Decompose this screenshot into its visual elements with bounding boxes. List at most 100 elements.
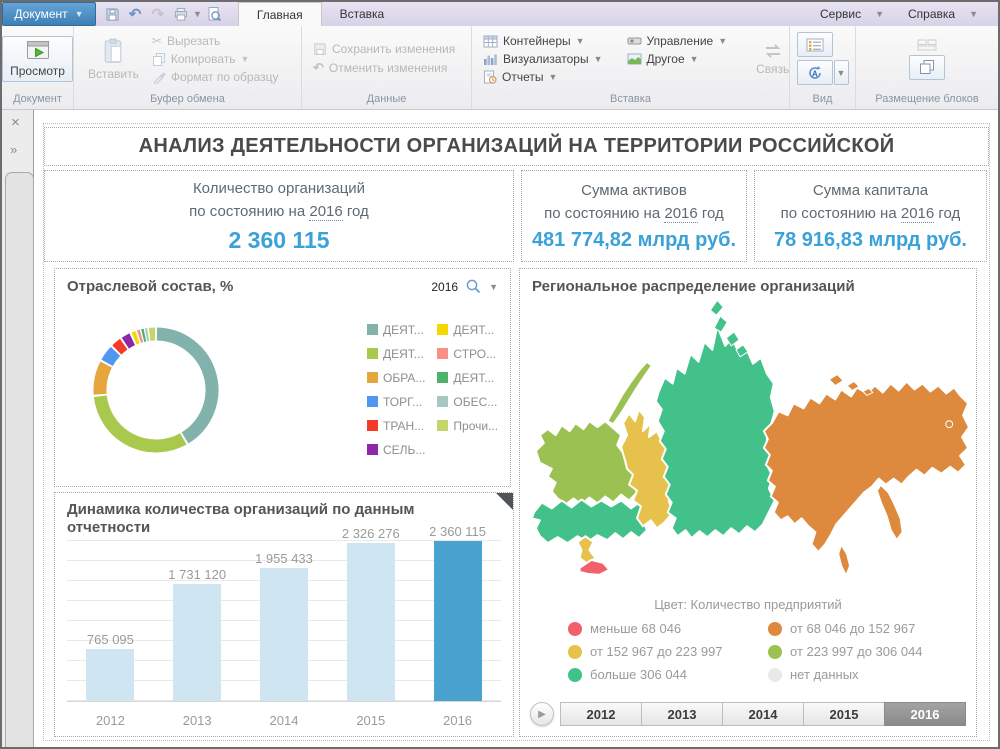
- timeline-year-2014[interactable]: 2014: [722, 702, 804, 726]
- tab-glavnaya[interactable]: Главная: [237, 2, 322, 26]
- kpi-card-assets-sum[interactable]: Сумма активов по состоянию на 2016 год 4…: [521, 170, 747, 262]
- bar-column[interactable]: 2 326 276: [340, 526, 402, 701]
- map-region-sakhalin[interactable]: [837, 543, 852, 577]
- containers-label: Контейнеры: [503, 34, 571, 48]
- timeline-year-2013[interactable]: 2013: [641, 702, 723, 726]
- save-changes-label: Сохранить изменения: [332, 42, 456, 56]
- donut-legend-item[interactable]: ДЕЯТ...: [437, 369, 498, 386]
- collapsed-panel-tab[interactable]: [5, 172, 34, 747]
- bar[interactable]: [433, 541, 482, 701]
- dynamics-panel: Динамика количества организаций по данны…: [54, 492, 514, 737]
- donut-legend-item[interactable]: ДЕЯТ...: [367, 345, 425, 362]
- map-region-north-caucasus[interactable]: [578, 558, 611, 576]
- timeline-year-2012[interactable]: 2012: [560, 702, 642, 726]
- donut-legend-item[interactable]: СТРО...: [437, 345, 498, 362]
- donut-legend-item[interactable]: ТРАН...: [367, 417, 425, 434]
- donut-legend-item[interactable]: ОБЕС...: [437, 393, 498, 410]
- copy-icon: [152, 53, 165, 66]
- paste-button[interactable]: Вставить: [80, 34, 147, 85]
- map-legend: меньше 68 046 от 68 046 до 152 967 от 152 …: [568, 621, 958, 682]
- play-button[interactable]: ▶: [530, 702, 554, 726]
- expand-panel-icon[interactable]: »: [10, 142, 18, 157]
- copy-button[interactable]: Копировать ▼: [152, 52, 279, 66]
- donut-segment[interactable]: [93, 395, 187, 453]
- kpi-card-organization-count[interactable]: Количество организаций по состоянию на 2…: [44, 170, 514, 262]
- donut-legend-item[interactable]: ТОРГ...: [367, 393, 425, 410]
- kpi-card-capital-sum[interactable]: Сумма капитала по состоянию на 2016 год …: [754, 170, 987, 262]
- bar[interactable]: [86, 649, 135, 701]
- donut-segment[interactable]: [156, 327, 219, 444]
- donut-segment[interactable]: [137, 329, 144, 343]
- print-dropdown-caret[interactable]: ▼: [193, 9, 202, 19]
- bar-column[interactable]: 2 360 115: [427, 524, 489, 701]
- document-menu-button[interactable]: Документ ▼: [2, 2, 96, 26]
- close-icon[interactable]: ×: [11, 114, 20, 131]
- year-filter-value[interactable]: 2016: [431, 279, 459, 294]
- bar-column[interactable]: 1 731 120: [166, 567, 228, 701]
- kpi-year-link[interactable]: 2016: [309, 203, 343, 221]
- other-button[interactable]: Другое ▼: [627, 52, 728, 66]
- structure-view-button[interactable]: [796, 32, 833, 57]
- chevron-down-icon[interactable]: ▼: [489, 281, 498, 292]
- timeline-years: 2012 2013 2014 2015 2016: [560, 702, 966, 726]
- save-button[interactable]: [101, 4, 123, 24]
- cascade-blocks-button[interactable]: [909, 54, 945, 80]
- save-changes-button[interactable]: Сохранить изменения: [313, 42, 455, 56]
- bar-column[interactable]: 765 095: [79, 632, 141, 701]
- panel-corner-fold[interactable]: [496, 493, 513, 510]
- map-arctic-islands[interactable]: [709, 299, 749, 358]
- donut-legend-item[interactable]: СЕЛЬ...: [367, 441, 425, 458]
- map-region-novaya-zemlya[interactable]: [606, 360, 653, 426]
- timeline-year-2016[interactable]: 2016: [884, 702, 966, 726]
- visualizers-button[interactable]: Визуализаторы ▼: [483, 52, 603, 66]
- containers-button[interactable]: Контейнеры ▼: [483, 34, 603, 48]
- chevron-down-icon: ▼: [875, 9, 884, 19]
- reports-button[interactable]: Отчеты ▼: [483, 70, 603, 84]
- bar[interactable]: [173, 584, 222, 701]
- tab-vstavka[interactable]: Вставка: [322, 2, 403, 26]
- menu-service[interactable]: Сервис ▼: [808, 7, 896, 21]
- map-region-central-volga[interactable]: [530, 498, 648, 545]
- map-region-siberia[interactable]: [654, 325, 776, 540]
- auto-update-button[interactable]: A: [796, 60, 833, 85]
- layout-blocks-icon: [917, 39, 937, 50]
- link-button[interactable]: Связь: [748, 39, 797, 80]
- undo-button[interactable]: ↶: [124, 4, 146, 24]
- donut-segment[interactable]: [112, 338, 128, 355]
- donut-legend-item[interactable]: Прочи...: [437, 417, 498, 434]
- dashboard: АНАЛИЗ ДЕЯТЕЛЬНОСТИ ОРГАНИЗАЦИЙ НА ТЕРРИ…: [34, 110, 998, 747]
- bar-column[interactable]: 1 955 433: [253, 551, 315, 701]
- kpi-year-link[interactable]: 2016: [664, 205, 698, 223]
- bar[interactable]: [346, 543, 395, 701]
- dashboard-title-block[interactable]: АНАЛИЗ ДЕЯТЕЛЬНОСТИ ОРГАНИЗАЦИЙ НА ТЕРРИ…: [44, 127, 989, 166]
- redo-button[interactable]: ↷: [147, 4, 169, 24]
- auto-update-dropdown[interactable]: ▼: [833, 60, 849, 85]
- cut-button[interactable]: ✂ Вырезать: [152, 34, 279, 48]
- management-button[interactable]: Управление ▼: [627, 34, 727, 48]
- undo-changes-button[interactable]: ↶ Отменить изменения: [313, 60, 455, 76]
- bar[interactable]: [259, 568, 308, 701]
- donut-segment[interactable]: [131, 331, 140, 345]
- donut-segment[interactable]: [121, 333, 136, 349]
- donut-legend-item[interactable]: ДЕЯТ...: [437, 321, 498, 338]
- map-eastern-islands[interactable]: [828, 374, 954, 429]
- menu-help[interactable]: Справка ▼: [896, 7, 990, 21]
- preview-button[interactable]: [203, 4, 225, 24]
- donut-legend-item[interactable]: ДЕЯТ...: [367, 321, 425, 338]
- timeline-year-2015[interactable]: 2015: [803, 702, 885, 726]
- map-region-northwest[interactable]: [534, 420, 640, 506]
- preview-mode-button[interactable]: Просмотр: [2, 36, 73, 82]
- donut-segment[interactable]: [93, 361, 113, 395]
- kpi-subtitle: по состоянию на 2016 год: [189, 203, 369, 221]
- kpi-year-link[interactable]: 2016: [900, 205, 935, 223]
- russia-map[interactable]: [526, 293, 972, 593]
- format-painter-button[interactable]: Формат по образцу: [152, 70, 278, 84]
- donut-segment[interactable]: [101, 346, 121, 367]
- print-button[interactable]: [170, 4, 192, 24]
- map-region-far-east[interactable]: [762, 380, 971, 554]
- map-region-kamchatka[interactable]: [875, 483, 904, 542]
- legend-color-dot: [768, 621, 782, 636]
- map-region-south[interactable]: [576, 535, 597, 565]
- magnifier-icon[interactable]: [465, 278, 482, 295]
- donut-legend-item[interactable]: ОБРА...: [367, 369, 425, 386]
